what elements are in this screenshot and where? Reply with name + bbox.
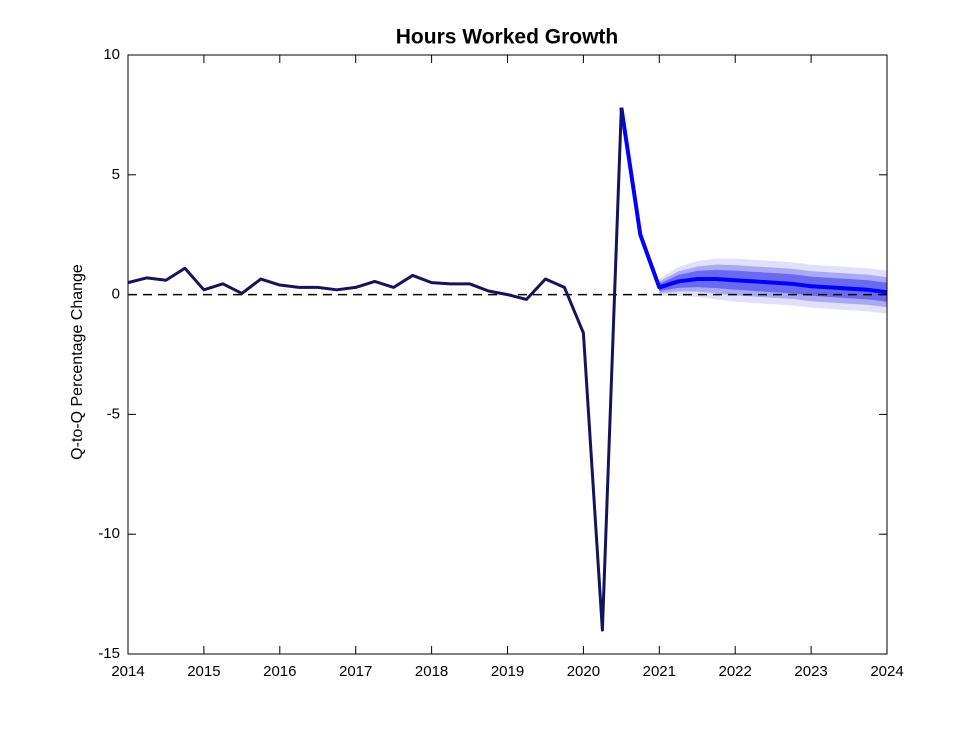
x-tick-label: 2023 [794,663,827,680]
y-tick-label: -5 [107,405,120,422]
x-tick-label: 2021 [643,663,676,680]
x-tick-label: 2016 [263,663,296,680]
x-tick-label: 2017 [339,663,372,680]
chart-title: Hours Worked Growth [396,26,618,49]
y-tick-label: 10 [103,46,120,63]
x-tick-label: 2019 [491,663,524,680]
x-tick-label: 2015 [187,663,220,680]
y-tick-label: 5 [112,166,120,183]
y-tick-label: -10 [98,525,120,542]
y-tick-label: -15 [98,645,120,662]
x-tick-label: 2020 [567,663,600,680]
x-tick-label: 2022 [719,663,752,680]
x-tick-label: 2014 [111,663,144,680]
plot-frame [127,54,888,655]
y-axis-label: Q-to-Q Percentage Change [69,264,86,460]
series-line [127,107,623,632]
y-tick-label: 0 [112,286,120,303]
x-tick-label: 2018 [415,663,448,680]
series-line [619,107,888,295]
x-tick-label: 2024 [870,663,903,680]
